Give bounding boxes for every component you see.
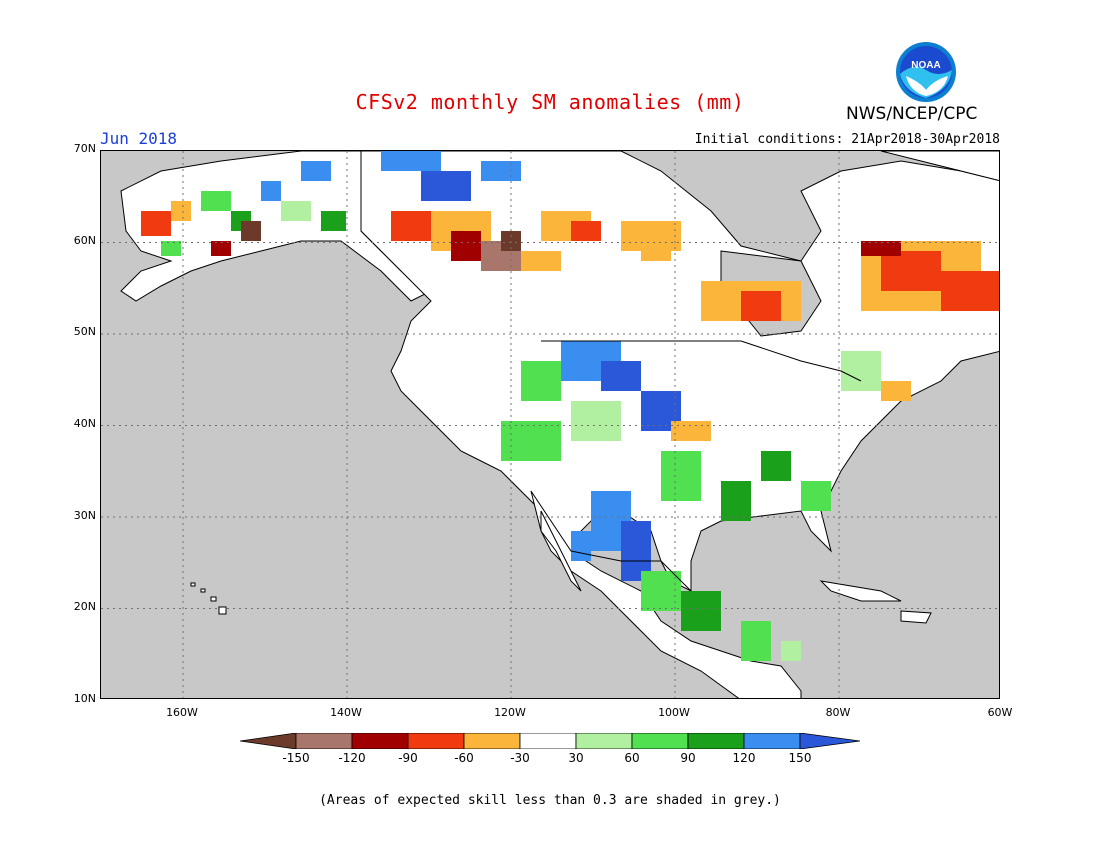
lat-label-50n: 50N	[73, 325, 96, 338]
hispaniola-land	[900, 610, 932, 624]
initial-conditions: Initial conditions: 21Apr2018-30Apr2018	[694, 132, 1000, 147]
baja-land	[540, 510, 582, 592]
lat-label-20n: 20N	[73, 600, 96, 613]
legend-label: -60	[454, 751, 474, 765]
legend-label: -90	[398, 751, 418, 765]
lat-label-10n: 10N	[73, 692, 96, 705]
color-legend	[239, 732, 861, 750]
anomaly-cells	[141, 151, 999, 661]
lat-label-40n: 40N	[73, 417, 96, 430]
cuba-land	[819, 580, 902, 602]
skill-footnote: (Areas of expected skill less than 0.3 a…	[319, 793, 781, 808]
political-borders	[541, 340, 862, 592]
lon-label-60w: 60W	[987, 706, 1013, 719]
lon-label-120w: 120W	[494, 706, 526, 719]
legend-label: -120	[338, 751, 366, 765]
lon-label-160w: 160W	[166, 706, 198, 719]
legend-label: -30	[510, 751, 530, 765]
anomaly-map	[100, 150, 1000, 699]
lat-label-60n: 60N	[73, 234, 96, 247]
legend-label: 150	[788, 751, 812, 765]
map-canvas	[101, 151, 999, 698]
agency-label: NWS/NCEP/CPC	[846, 104, 978, 124]
gridlines	[101, 151, 999, 698]
lat-label-70n: 70N	[73, 142, 96, 155]
lon-label-140w: 140W	[330, 706, 362, 719]
noaa-logo: NOAA	[894, 40, 958, 104]
legend-label: -150	[282, 751, 310, 765]
greenland-land	[880, 151, 999, 182]
lat-label-30n: 30N	[73, 509, 96, 522]
legend-label: 90	[680, 751, 696, 765]
legend-label: 120	[732, 751, 756, 765]
hawaii-islands	[190, 582, 227, 615]
forecast-period: Jun 2018	[100, 129, 178, 148]
legend-label: 30	[568, 751, 584, 765]
logo-lettering: NOAA	[911, 60, 940, 71]
lon-label-80w: 80W	[825, 706, 851, 719]
alaska-land	[120, 151, 432, 302]
lon-label-100w: 100W	[658, 706, 690, 719]
map-title: CFSv2 monthly SM anomalies (mm)	[355, 90, 745, 114]
legend-label: 60	[624, 751, 640, 765]
legend-swatches	[239, 732, 861, 750]
